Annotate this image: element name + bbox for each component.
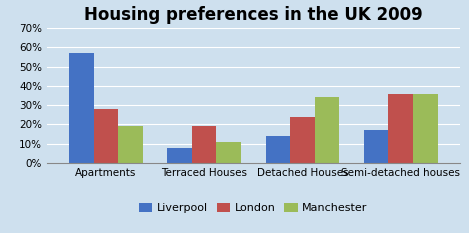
Bar [265, 136, 290, 163]
Bar [388, 94, 413, 163]
Title: Housing preferences in the UK 2009: Housing preferences in the UK 2009 [84, 6, 423, 24]
Bar [413, 94, 438, 163]
Bar [94, 109, 118, 163]
Bar [290, 117, 315, 163]
Bar [69, 53, 94, 163]
Bar [315, 97, 339, 163]
Bar [216, 142, 241, 163]
Bar [167, 148, 192, 163]
Bar [118, 127, 143, 163]
Legend: Liverpool, London, Manchester: Liverpool, London, Manchester [135, 198, 372, 218]
Bar [364, 130, 388, 163]
Bar [192, 127, 216, 163]
